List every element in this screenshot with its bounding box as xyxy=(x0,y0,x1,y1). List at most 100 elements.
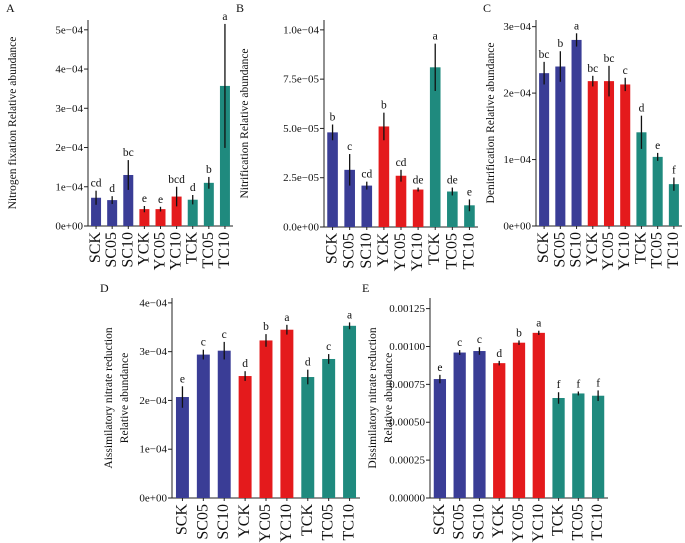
y-tick-label: 2e−04 xyxy=(139,395,167,407)
significance-label: b xyxy=(516,327,522,339)
y-tick: 0.00050 xyxy=(389,417,430,429)
x-tick-label: SC10 xyxy=(358,233,375,269)
significance-label: b xyxy=(263,321,269,333)
x-tick-label: YC10 xyxy=(409,233,426,271)
x-tick-label: SC05 xyxy=(194,504,211,540)
bar xyxy=(652,156,663,226)
y-axis-label: Denitrification Relative abundance xyxy=(485,43,497,204)
y-tick: 2.5e−05 xyxy=(283,172,324,184)
y-tick: 1e−04 xyxy=(503,154,536,166)
significance-label: f xyxy=(576,378,580,390)
bar xyxy=(464,205,475,227)
x-tick-label: YCK xyxy=(236,504,253,538)
x-tick-label: SC10 xyxy=(568,232,585,268)
significance-label: d xyxy=(242,358,248,370)
bar xyxy=(552,398,565,498)
bar xyxy=(571,39,582,226)
x-tick-label: YCK xyxy=(490,504,507,538)
y-tick: 0e+00 xyxy=(503,221,536,233)
significance-label: a xyxy=(347,309,352,321)
bar xyxy=(668,184,679,226)
bar xyxy=(453,352,466,498)
significance-label: b xyxy=(330,111,336,123)
x-tick-label: TC10 xyxy=(665,232,682,268)
significance-label: b xyxy=(557,38,563,50)
bar xyxy=(532,332,545,498)
x-tick-label: SC05 xyxy=(103,232,120,268)
x-tick-label: TCK xyxy=(184,232,201,264)
x-tick-label: TC05 xyxy=(200,232,217,268)
y-axis-label: Nitrogen fixation Relative abundance xyxy=(7,37,19,210)
y-tick: 1e−04 xyxy=(55,181,88,193)
significance-label: de xyxy=(447,175,458,187)
y-axis-label-line2: Relative abundance xyxy=(119,353,131,443)
y-axis-label: Nitrification Relative abundance xyxy=(239,48,251,198)
y-tick-label: 4e−04 xyxy=(55,64,83,76)
y-tick: 0e+00 xyxy=(55,221,88,233)
bar xyxy=(572,393,585,498)
y-tick-label: 5e−04 xyxy=(55,24,83,36)
significance-label: bc xyxy=(604,53,615,65)
x-tick-label: SCK xyxy=(431,504,448,536)
x-tick-label: TC05 xyxy=(569,504,586,540)
y-tick-label: 0.00075 xyxy=(389,379,425,391)
bar xyxy=(539,73,550,227)
y-tick-label: 1.0e−04 xyxy=(283,24,319,36)
significance-label: bcd xyxy=(168,174,185,186)
y-tick: 4e−04 xyxy=(55,64,88,76)
x-tick-label: TCK xyxy=(632,232,649,264)
y-tick: 0.0e+00 xyxy=(283,222,324,234)
x-tick-label: TCK xyxy=(299,504,316,536)
y-axis-label: Aissimilatory nitrate reduction xyxy=(103,327,115,468)
x-tick-label: SCK xyxy=(87,232,104,264)
y-tick: 7.5e−05 xyxy=(283,74,324,86)
y-tick: 0.00025 xyxy=(389,455,430,467)
significance-label: c xyxy=(457,337,462,349)
x-tick-label: YCK xyxy=(584,232,601,266)
bar xyxy=(412,189,424,227)
x-tick-label: YC10 xyxy=(168,232,185,270)
bar xyxy=(219,85,230,226)
bar xyxy=(344,169,355,227)
significance-label: a xyxy=(433,31,438,43)
significance-label: e xyxy=(655,140,660,152)
y-tick-label: 0.00100 xyxy=(389,341,425,353)
x-tick-label: YCK xyxy=(375,233,392,267)
y-tick-label: 1e−04 xyxy=(503,154,531,166)
significance-label: d xyxy=(109,183,115,195)
x-tick-label: YC10 xyxy=(278,504,295,542)
y-tick-label: 0.0e+00 xyxy=(283,222,319,234)
panel-C: C 0e+00 1e−04 2e−04 3e−04 Denitrification Rel… xyxy=(483,1,682,270)
x-tick-label: TC10 xyxy=(216,232,233,268)
significance-label: cd xyxy=(91,178,102,190)
y-tick: 0.00075 xyxy=(389,379,430,391)
x-tick-label: SC05 xyxy=(341,233,358,269)
significance-label: a xyxy=(222,11,227,23)
y-tick: 2e−04 xyxy=(503,88,536,100)
bar xyxy=(91,197,102,226)
bar xyxy=(301,377,315,498)
y-tick: 5.0e−05 xyxy=(283,123,324,135)
y-tick-label: 2e−04 xyxy=(55,142,83,154)
y-tick: 0.00000 xyxy=(389,493,430,505)
bar xyxy=(238,376,252,498)
y-tick: 2e−04 xyxy=(139,395,172,407)
bar xyxy=(327,132,338,227)
panel-D: D 0e+00 1e−04 2e−04 3e−04 4e−04 Aissimilatory … xyxy=(100,281,360,542)
significance-label: c xyxy=(326,341,331,353)
bar xyxy=(217,350,231,498)
y-tick: 5e−04 xyxy=(55,24,88,36)
panel-label: A xyxy=(6,1,15,15)
y-tick-label: 5.0e−05 xyxy=(283,123,319,135)
x-tick-label: TCK xyxy=(426,233,443,265)
significance-label: b xyxy=(381,100,387,112)
bar xyxy=(620,84,631,226)
significance-label: e xyxy=(142,193,147,205)
x-tick-label: SC05 xyxy=(451,504,468,540)
x-tick-label: TC05 xyxy=(649,232,666,268)
y-tick-label: 0.00000 xyxy=(389,493,425,505)
bar xyxy=(493,363,506,498)
bar xyxy=(473,351,486,498)
significance-label: e xyxy=(437,362,442,374)
significance-label: a xyxy=(574,20,579,32)
